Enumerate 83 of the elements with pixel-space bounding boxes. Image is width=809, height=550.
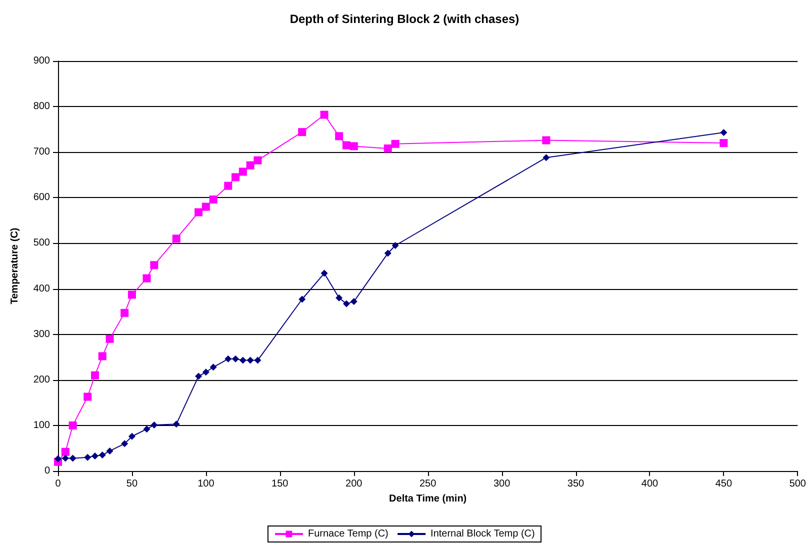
point <box>143 426 150 433</box>
point <box>128 432 136 440</box>
y-tick-label: 100 <box>33 420 50 431</box>
point <box>98 352 106 360</box>
point <box>202 202 210 211</box>
point <box>98 452 106 459</box>
y-tick-label: 800 <box>33 101 50 112</box>
y-tick-label: 900 <box>33 56 50 66</box>
point <box>90 371 99 380</box>
point <box>254 356 262 364</box>
y-axis-title: Temperature (C) <box>10 228 20 304</box>
point <box>62 454 69 462</box>
point <box>720 139 728 147</box>
point <box>384 144 392 152</box>
y-tick-label: 700 <box>33 146 50 158</box>
point <box>84 392 92 401</box>
point <box>150 261 158 270</box>
x-tick-label: 200 <box>346 478 363 490</box>
point <box>128 290 136 299</box>
x-axis-title: Delta Time (min) <box>389 493 467 504</box>
point <box>335 132 344 140</box>
point <box>320 270 328 277</box>
x-tick-label: 150 <box>272 478 289 490</box>
point <box>336 294 343 302</box>
x-tick-label: 50 <box>126 478 138 490</box>
point <box>232 173 240 182</box>
point <box>194 208 203 216</box>
point <box>150 421 158 428</box>
point <box>720 129 728 136</box>
point <box>142 274 151 282</box>
point <box>69 454 76 462</box>
point <box>172 234 180 243</box>
x-tick-label: 450 <box>715 478 732 490</box>
point <box>239 356 246 364</box>
point <box>542 154 550 162</box>
point <box>298 296 306 303</box>
y-tick-label: 600 <box>33 192 50 204</box>
point <box>202 368 210 376</box>
point <box>320 110 328 119</box>
point <box>68 421 77 430</box>
point <box>195 372 202 380</box>
point <box>350 298 358 306</box>
point <box>121 440 128 448</box>
point <box>246 161 254 170</box>
point <box>210 364 217 371</box>
y-tick-label: 0 <box>44 466 50 476</box>
point <box>61 448 70 456</box>
point <box>298 128 306 136</box>
point <box>542 136 550 144</box>
x-tick-label: 0 <box>55 478 62 490</box>
y-tick-label: 400 <box>33 283 50 294</box>
point <box>384 250 392 257</box>
point <box>342 300 350 308</box>
x-tick-label: 500 <box>789 478 806 490</box>
point <box>254 156 262 164</box>
legend-label: Internal Block Temp (C) <box>430 528 535 540</box>
point <box>120 308 129 317</box>
x-tick-label: 100 <box>198 478 215 490</box>
point <box>91 452 98 460</box>
point <box>392 242 399 249</box>
point <box>209 195 218 204</box>
point <box>224 355 232 362</box>
y-tick-label: 200 <box>33 374 50 386</box>
point <box>224 182 232 190</box>
x-tick-label: 250 <box>419 478 437 490</box>
point <box>106 447 114 454</box>
point <box>54 455 62 462</box>
y-tick-label: 500 <box>33 238 50 249</box>
y-tick-label: 300 <box>33 328 50 340</box>
x-tick-label: 350 <box>567 478 585 490</box>
point <box>84 454 92 461</box>
point <box>232 355 240 362</box>
legend-label: Furnace Temp (C) <box>308 528 388 540</box>
chart-title: Depth of Sintering Block 2 (with chases) <box>290 12 520 26</box>
point <box>172 420 180 428</box>
point <box>246 356 254 364</box>
x-tick-label: 300 <box>493 478 511 490</box>
point <box>238 168 247 176</box>
x-tick-label: 400 <box>641 478 659 490</box>
point <box>106 334 114 343</box>
point <box>391 140 400 148</box>
point <box>350 142 358 150</box>
point <box>342 141 350 150</box>
